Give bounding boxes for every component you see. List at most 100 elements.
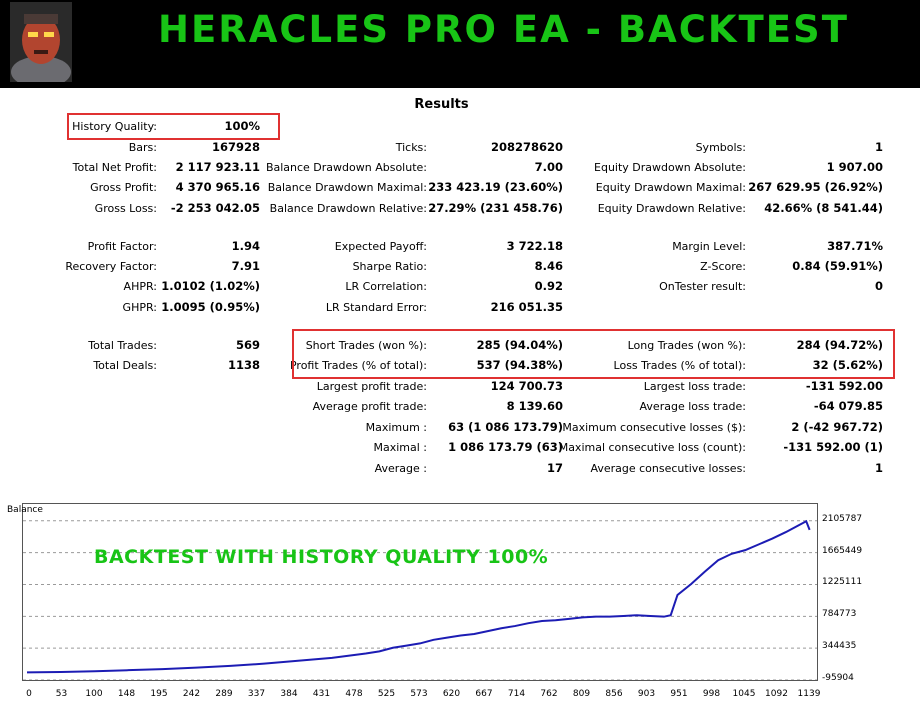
right-stat-label: Maximal consecutive loss (count):: [558, 441, 746, 454]
right-stat-value: 2 (-42 967.72): [791, 420, 883, 434]
left-stat-value: 1.94: [231, 239, 260, 253]
left-stat-label: Bars:: [128, 141, 157, 154]
mid-stat-value: 0.92: [534, 279, 563, 293]
left-stat-label: Profit Factor:: [87, 240, 157, 253]
mid-stat-label: Balance Drawdown Maximal:: [267, 181, 427, 194]
chart-title: Balance: [7, 505, 43, 515]
right-stat-value: 387.71%: [827, 239, 883, 253]
robot-avatar-icon: [10, 2, 72, 82]
mid-stat-value: 8 139.60: [506, 399, 563, 413]
x-tick-label: 1092: [765, 689, 788, 699]
right-stat-label: Average loss trade:: [639, 400, 746, 413]
y-tick-label: -95904: [822, 673, 854, 683]
right-stat-label: Largest loss trade:: [643, 380, 746, 393]
header-banner: HERACLES PRO EA - BACKTEST: [0, 0, 920, 88]
right-stat-label: Long Trades (won %):: [627, 339, 746, 352]
mid-stat-value: 216 051.35: [490, 300, 563, 314]
x-tick-label: 148: [117, 689, 136, 699]
mid-stat-label: LR Standard Error:: [325, 301, 427, 314]
x-tick-label: 667: [475, 689, 493, 699]
mid-stat-label: Sharpe Ratio:: [352, 260, 427, 273]
left-stat-value: 1.0102 (1.02%): [161, 279, 260, 293]
balance-chart: [22, 503, 818, 681]
mid-stat-label: Ticks:: [395, 141, 427, 154]
x-tick-label: 478: [345, 689, 363, 699]
left-stat-label: Gross Loss:: [94, 202, 157, 215]
left-stat-label: AHPR:: [123, 280, 157, 293]
mid-stat-value: 124 700.73: [490, 379, 563, 393]
left-stat-value: 1138: [227, 358, 260, 372]
right-stat-value: 284 (94.72%): [796, 338, 883, 352]
right-stat-value: -131 592.00: [805, 379, 883, 393]
y-tick-label: 2105787: [822, 513, 863, 524]
right-stat-label: Maximum consecutive losses ($):: [562, 421, 746, 434]
right-stat-label: Equity Drawdown Absolute:: [594, 161, 746, 174]
right-stat-value: 0: [874, 279, 883, 293]
mid-stat-value: 27.29% (231 458.76): [428, 201, 563, 215]
x-tick-label: 951: [670, 689, 688, 699]
mid-stat-value: 17: [546, 461, 563, 475]
x-tick-label: 903: [637, 689, 656, 699]
mid-stat-label: Short Trades (won %):: [305, 339, 427, 352]
x-tick-label: 525: [377, 689, 396, 699]
mid-stat-label: LR Correlation:: [345, 280, 427, 293]
mid-stat-value: 3 722.18: [506, 239, 563, 253]
mid-stat-value: 8.46: [534, 259, 563, 273]
y-tick-label: 1665449: [822, 545, 863, 556]
x-tick-label: 289: [215, 689, 233, 699]
left-stat-value: 100%: [224, 119, 260, 133]
mid-stat-value: 63 (1 086 173.79): [448, 420, 563, 434]
mid-stat-label: Maximal :: [373, 441, 427, 454]
left-stat-value: 167928: [211, 140, 260, 154]
right-stat-label: OnTester result:: [659, 280, 746, 293]
right-stat-label: Loss Trades (% of total):: [613, 359, 746, 372]
x-tick-label: 431: [312, 689, 331, 699]
highlight-trade-stats: [292, 329, 895, 379]
mid-stat-label: Expected Payoff:: [334, 240, 427, 253]
y-tick-label: 344435: [822, 641, 857, 652]
left-stat-label: Total Trades:: [88, 339, 157, 352]
mid-stat-value: 537 (94.38%): [476, 358, 563, 372]
balance-line: [26, 519, 811, 674]
right-stat-value: 1: [874, 140, 883, 154]
x-tick-label: 100: [85, 689, 103, 699]
mid-stat-label: Maximum :: [365, 421, 427, 434]
right-stat-label: Z-Score:: [700, 260, 746, 273]
left-stat-value: -2 253 042.05: [170, 201, 260, 215]
x-tick-label: 337: [247, 689, 266, 699]
left-stat-label: Total Net Profit:: [72, 161, 157, 174]
chart-overlay-caption: BACKTEST WITH HISTORY QUALITY 100%: [94, 546, 549, 568]
x-tick-label: 620: [442, 689, 461, 699]
right-stat-value: -131 592.00 (1): [783, 440, 883, 454]
x-tick-label: 809: [572, 689, 591, 699]
right-stat-value: -64 079.85: [813, 399, 883, 413]
right-stat-value: 0.84 (59.91%): [792, 259, 883, 273]
x-tick-label: 195: [150, 689, 168, 699]
right-stat-value: 42.66% (8 541.44): [764, 201, 883, 215]
y-tick-label: 1225111: [822, 577, 863, 588]
x-tick-label: 1045: [732, 689, 756, 699]
left-stat-value: 7.91: [231, 259, 260, 273]
right-stat-label: Equity Drawdown Relative:: [597, 202, 746, 215]
left-stat-label: History Quality:: [72, 120, 157, 133]
page-title: HERACLES PRO EA - BACKTEST: [158, 8, 849, 51]
right-stat-value: 32 (5.62%): [812, 358, 883, 372]
right-stat-value: 267 629.95 (26.92%): [748, 180, 883, 194]
mid-stat-value: 285 (94.04%): [476, 338, 563, 352]
x-tick-label: 573: [410, 689, 428, 699]
right-stat-label: Average consecutive losses:: [590, 462, 746, 475]
mid-stat-label: Average :: [374, 462, 427, 475]
left-stat-value: 2 117 923.11: [175, 160, 260, 174]
left-stat-label: Total Deals:: [93, 359, 157, 372]
right-stat-label: Equity Drawdown Maximal:: [595, 181, 746, 194]
right-stat-value: 1 907.00: [826, 160, 883, 174]
left-stat-label: Recovery Factor:: [65, 260, 157, 273]
mid-stat-value: 208278620: [490, 140, 563, 154]
balance-chart-plot: [23, 519, 817, 680]
mid-stat-value: 233 423.19 (23.60%): [428, 180, 563, 194]
x-tick-label: 1139: [797, 689, 821, 699]
left-stat-label: GHPR:: [122, 301, 157, 314]
highlight-history-quality: [67, 113, 280, 140]
x-tick-label: 714: [507, 689, 526, 699]
right-stat-value: 1: [874, 461, 883, 475]
